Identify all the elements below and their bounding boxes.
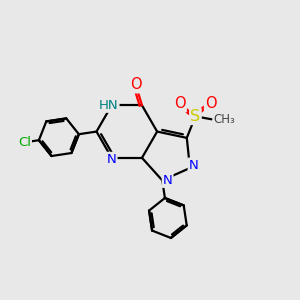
Text: Cl: Cl <box>18 136 31 149</box>
Text: N: N <box>189 159 198 172</box>
Text: CH₃: CH₃ <box>213 113 235 126</box>
Text: O: O <box>174 96 186 111</box>
Text: HN: HN <box>99 99 118 112</box>
Text: O: O <box>130 77 142 92</box>
Text: O: O <box>205 96 217 111</box>
Text: N: N <box>163 174 172 187</box>
Text: S: S <box>190 109 200 124</box>
Text: N: N <box>107 153 116 166</box>
